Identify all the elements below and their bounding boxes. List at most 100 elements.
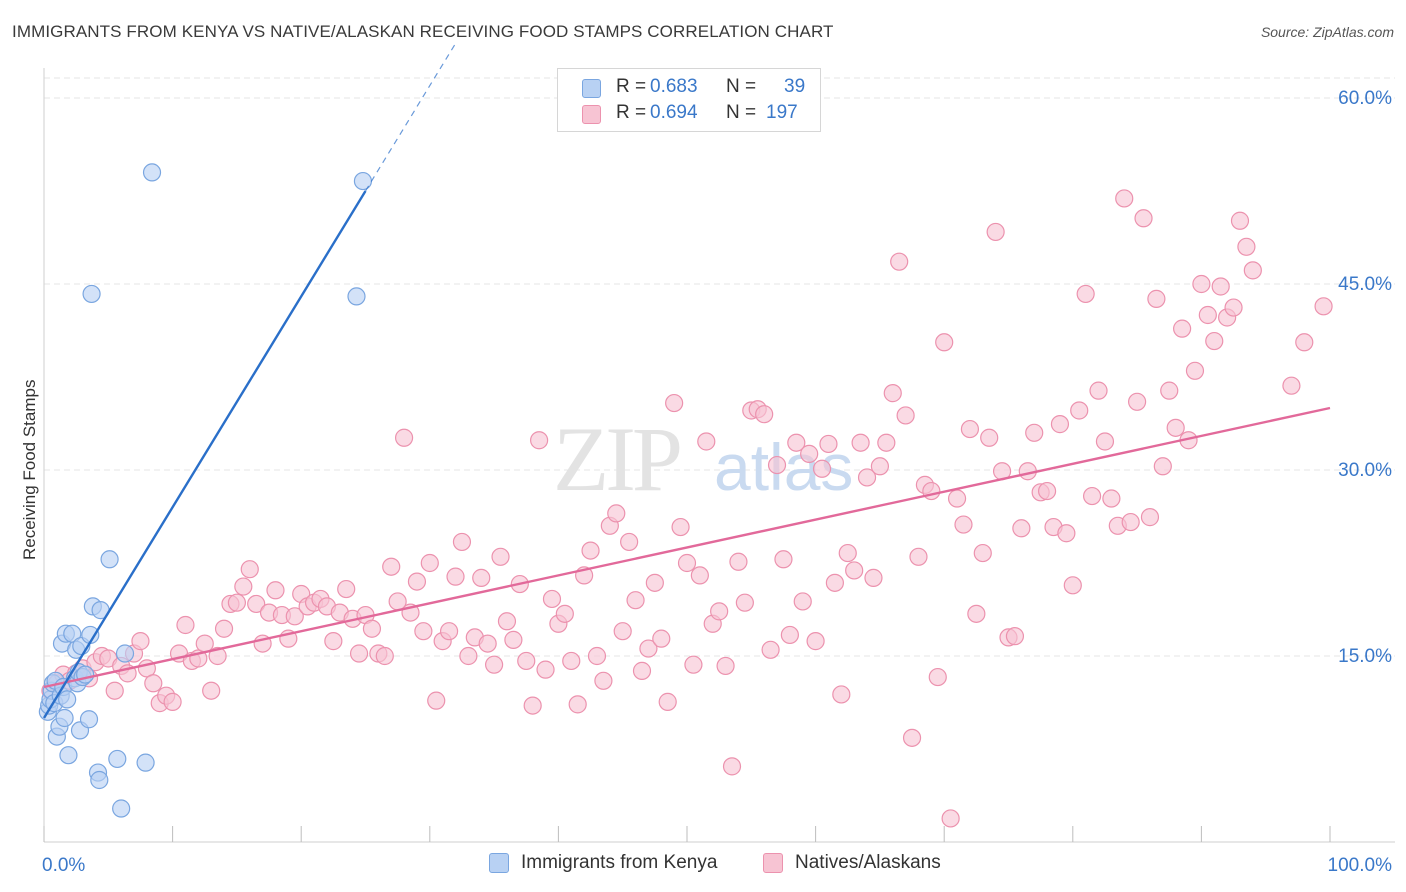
natives-point [825, 573, 844, 592]
natives-point [845, 561, 864, 580]
kenya-point [55, 708, 74, 728]
natives-point [214, 619, 234, 638]
natives-point [1147, 289, 1166, 308]
legend-r-value: 0.683 [650, 76, 698, 97]
natives-point [1282, 376, 1301, 395]
y-tick-label: 45.0% [1338, 274, 1392, 295]
natives-point [452, 532, 472, 552]
tick-labels: 15.0% 30.0% 45.0% 60.0% 0.0% 100.0% [42, 88, 1392, 876]
natives-point [504, 630, 523, 649]
natives-point [780, 625, 799, 645]
natives-point [639, 639, 658, 658]
natives-point [922, 481, 941, 501]
natives-point [568, 695, 587, 714]
natives-point [1063, 576, 1082, 595]
kenya-point [136, 753, 155, 772]
series-natives-points [41, 189, 1333, 828]
natives-point [517, 651, 536, 671]
kenya-point [115, 644, 135, 663]
legend-r-value: 0.694 [650, 102, 698, 123]
source-label: Source: ZipAtlas.com [1260, 24, 1394, 40]
natives-point [632, 661, 652, 680]
natives-point [1115, 189, 1134, 208]
natives-point [697, 432, 716, 451]
natives-point [935, 333, 954, 352]
natives-point [587, 646, 607, 666]
natives-point [1102, 489, 1121, 508]
legend-swatch-blue [582, 79, 601, 98]
natives-point [491, 547, 510, 566]
natives-point [800, 444, 819, 463]
natives-point [954, 515, 973, 534]
natives-point [665, 393, 684, 413]
bottom-legend-label: Natives/Alaskans [795, 852, 941, 873]
natives-point [1025, 423, 1044, 442]
natives-point [928, 667, 947, 687]
natives-point [1192, 274, 1211, 294]
natives-point [407, 572, 427, 591]
natives-point [227, 593, 246, 612]
natives-point [285, 607, 304, 626]
kenya-point [112, 799, 131, 818]
natives-point [1089, 381, 1108, 400]
natives-point [337, 579, 356, 599]
natives-point [1198, 305, 1217, 325]
kenya-point [108, 749, 127, 769]
natives-point [902, 728, 922, 747]
natives-point [375, 646, 394, 666]
natives-point [909, 547, 928, 566]
natives-point [967, 604, 986, 623]
natives-point [947, 489, 967, 508]
natives-point [523, 696, 542, 715]
natives-point [144, 674, 163, 693]
natives-point [247, 594, 266, 614]
bottom-legend-label: Immigrants from Kenya [521, 852, 718, 873]
natives-point [652, 629, 671, 648]
natives-point [1205, 331, 1224, 351]
natives-point [1082, 486, 1102, 506]
natives-point [536, 660, 555, 679]
kenya-regression-line [42, 190, 367, 719]
natives-point [729, 552, 748, 571]
natives-point [645, 573, 664, 592]
natives-point [735, 593, 754, 612]
natives-point [1095, 432, 1115, 451]
natives-point [1057, 524, 1076, 543]
natives-point [710, 602, 729, 621]
natives-point [1127, 392, 1147, 411]
y-axis-label: Receiving Food Stamps [20, 379, 39, 560]
natives-point [414, 622, 433, 641]
legend-n-label: N = [726, 102, 757, 123]
natives-point [767, 455, 787, 475]
natives-point [1237, 237, 1256, 256]
natives-point [530, 431, 549, 450]
natives-point [774, 550, 793, 569]
natives-point [349, 644, 369, 663]
natives-point [420, 553, 439, 573]
natives-point [324, 632, 343, 651]
natives-point [864, 568, 883, 587]
natives-regression-line [43, 406, 1331, 689]
natives-point [812, 459, 832, 478]
kenya-point [347, 287, 366, 306]
natives-point [755, 405, 774, 424]
natives-point [819, 434, 838, 454]
natives-point [793, 592, 812, 611]
natives-point [1037, 481, 1057, 501]
natives-point [555, 604, 574, 623]
natives-point [240, 560, 259, 579]
natives-point [620, 532, 639, 552]
legend-r-label: R = [616, 76, 647, 97]
natives-point [877, 433, 896, 452]
natives-point [690, 566, 709, 585]
natives-point [1121, 512, 1140, 532]
natives-point [1160, 381, 1179, 400]
natives-point [208, 646, 227, 666]
natives-point [1012, 519, 1031, 538]
regression-lines [42, 43, 1331, 719]
natives-point [986, 222, 1005, 242]
natives-point [1166, 418, 1185, 437]
y-tick-label: 15.0% [1338, 646, 1392, 667]
natives-point [722, 757, 742, 776]
